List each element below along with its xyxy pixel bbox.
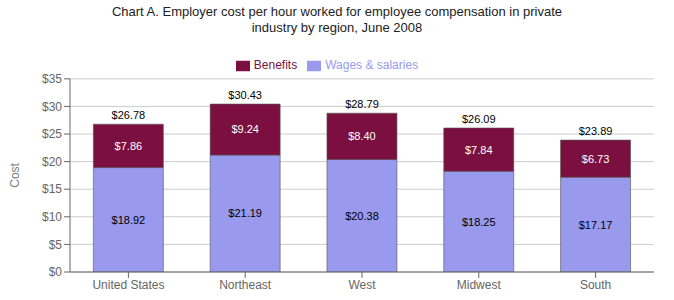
svg-text:$7.86: $7.86 <box>115 140 143 152</box>
svg-text:$17.17: $17.17 <box>579 219 613 231</box>
svg-text:$26.09: $26.09 <box>462 113 496 125</box>
svg-text:$26.78: $26.78 <box>112 109 146 121</box>
svg-text:$20: $20 <box>42 155 62 169</box>
svg-text:$10: $10 <box>42 210 62 224</box>
svg-text:$9.24: $9.24 <box>231 123 259 135</box>
svg-text:$8.40: $8.40 <box>348 130 376 142</box>
svg-text:West: West <box>348 278 376 292</box>
svg-text:$0: $0 <box>49 265 63 279</box>
html-text:industry by region, June 2008: industry by region, June 2008 <box>251 20 423 35</box>
html-text:Chart A. Employer cost per hou: Chart A. Employer cost per hour worked f… <box>111 4 563 19</box>
svg-text:Midwest: Midwest <box>457 278 502 292</box>
svg-text:$18.92: $18.92 <box>112 214 146 226</box>
html-text:Wages & salaries: Wages & salaries <box>325 58 419 72</box>
svg-text:$6.73: $6.73 <box>582 153 610 165</box>
svg-text:$18.25: $18.25 <box>462 216 496 228</box>
svg-text:$5: $5 <box>49 238 63 252</box>
html-text:Benefits: Benefits <box>253 58 298 72</box>
svg-text:South: South <box>580 278 611 292</box>
svg-text:$20.38: $20.38 <box>345 210 379 222</box>
svg-text:Northeast: Northeast <box>219 278 272 292</box>
svg-text:$28.79: $28.79 <box>345 98 379 110</box>
svg-text:$21.19: $21.19 <box>228 207 262 219</box>
svg-text:$35: $35 <box>42 72 62 86</box>
svg-text:United States: United States <box>92 278 164 292</box>
svg-text:$15: $15 <box>42 182 62 196</box>
svg-text:$30.43: $30.43 <box>228 89 262 101</box>
svg-text:$7.84: $7.84 <box>465 144 493 156</box>
svg-text:$30: $30 <box>42 100 62 114</box>
svg-text:Cost: Cost <box>8 162 22 187</box>
svg-text:$25: $25 <box>42 127 62 141</box>
svg-text:$23.89: $23.89 <box>579 125 613 137</box>
